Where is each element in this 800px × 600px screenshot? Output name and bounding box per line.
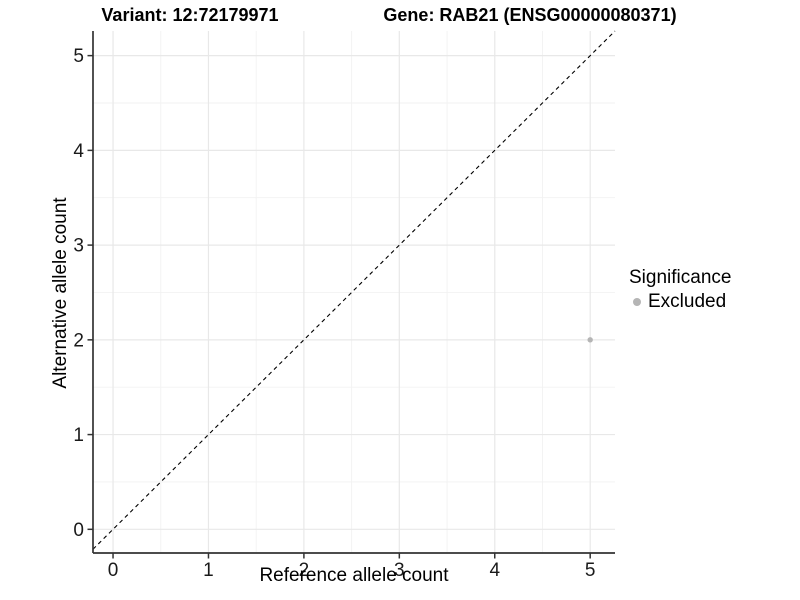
legend-point-icon xyxy=(633,298,641,306)
x-axis-title: Reference allele count xyxy=(259,565,449,586)
y-tick-label: 1 xyxy=(73,425,84,446)
x-tick-label: 0 xyxy=(108,560,119,581)
x-tick-label: 5 xyxy=(585,560,596,581)
legend-item-excluded: Excluded xyxy=(629,291,731,313)
y-axis-title: Alternative allele count xyxy=(50,197,71,389)
legend-title: Significance xyxy=(629,267,732,288)
y-tick-label: 2 xyxy=(73,330,84,351)
y-tick-label: 0 xyxy=(73,520,84,541)
x-tick-label: 1 xyxy=(203,560,214,581)
legend-item-label: Excluded xyxy=(648,291,727,312)
y-tick-label: 5 xyxy=(73,46,84,67)
y-tick-label: 3 xyxy=(73,236,84,257)
identity-reference-line xyxy=(92,30,616,550)
data-point xyxy=(587,337,593,343)
x-tick-label: 3 xyxy=(394,560,405,581)
x-tick-label: 2 xyxy=(299,560,310,581)
x-tick-label: 4 xyxy=(489,560,500,581)
plot-title-gene: Gene: RAB21 (ENSG00000080371) xyxy=(383,5,677,25)
y-tick-label: 4 xyxy=(73,141,84,162)
plot-title-variant: Variant: 12:72179971 xyxy=(101,5,279,25)
legend: Significance Excluded xyxy=(629,267,731,313)
